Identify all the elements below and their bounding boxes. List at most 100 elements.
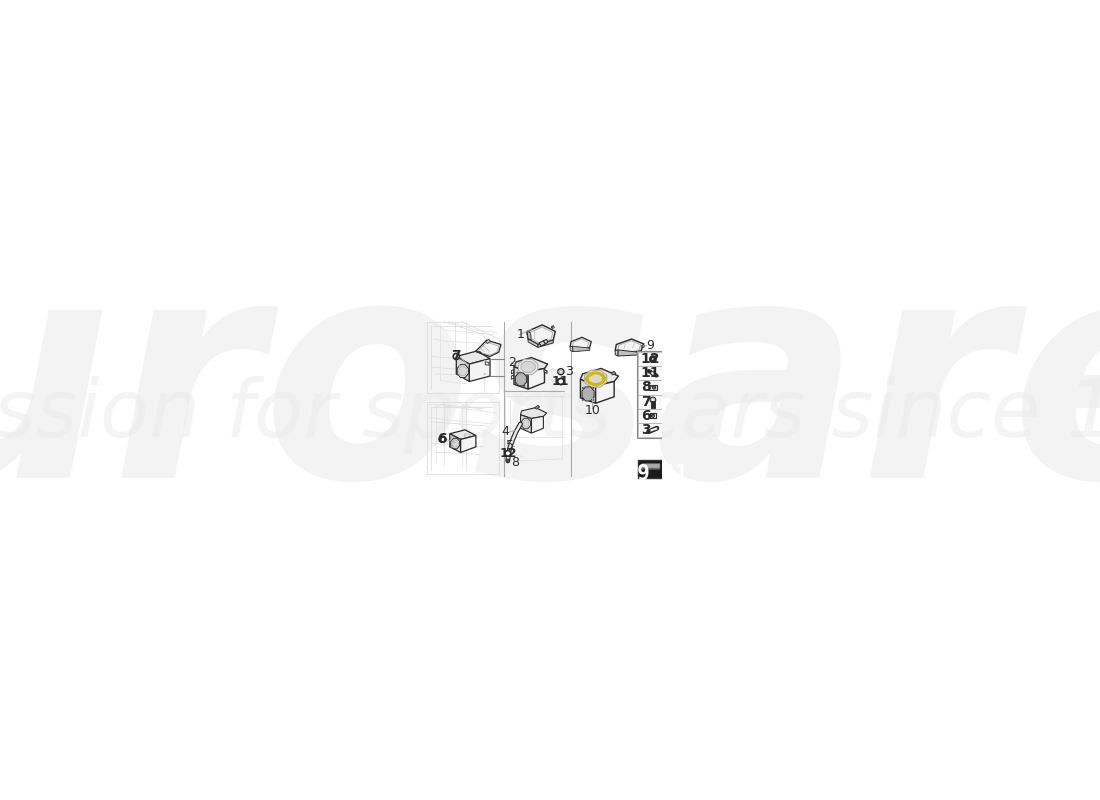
Polygon shape: [581, 379, 595, 403]
Circle shape: [582, 399, 583, 401]
Bar: [638, 366, 661, 381]
Circle shape: [651, 398, 654, 402]
Bar: [638, 381, 661, 394]
Circle shape: [484, 360, 485, 362]
Polygon shape: [572, 339, 588, 350]
Polygon shape: [538, 340, 553, 347]
Polygon shape: [618, 350, 641, 356]
Polygon shape: [544, 370, 547, 374]
Bar: [650, 385, 652, 386]
Polygon shape: [485, 362, 490, 365]
Polygon shape: [570, 346, 573, 352]
Polygon shape: [527, 331, 530, 335]
Polygon shape: [458, 365, 469, 378]
Polygon shape: [582, 387, 594, 401]
Circle shape: [468, 365, 469, 366]
Text: 12: 12: [499, 447, 517, 460]
Text: 8: 8: [640, 381, 650, 394]
Polygon shape: [573, 346, 590, 352]
Circle shape: [453, 354, 460, 359]
Polygon shape: [478, 342, 498, 355]
Polygon shape: [551, 326, 554, 329]
Polygon shape: [456, 351, 490, 364]
Polygon shape: [584, 370, 607, 387]
Circle shape: [551, 326, 553, 328]
Text: 12: 12: [640, 352, 660, 366]
Text: 8: 8: [512, 455, 519, 469]
Circle shape: [515, 382, 516, 384]
Circle shape: [650, 356, 656, 362]
Circle shape: [652, 415, 653, 417]
Circle shape: [537, 406, 538, 408]
Circle shape: [439, 436, 446, 442]
Polygon shape: [470, 358, 490, 382]
Bar: [649, 385, 657, 390]
Polygon shape: [584, 389, 593, 399]
Circle shape: [652, 386, 656, 389]
Polygon shape: [570, 338, 592, 351]
Text: eurosares: eurosares: [0, 245, 1100, 542]
Text: 3: 3: [640, 423, 650, 437]
Polygon shape: [514, 358, 548, 372]
Text: 809 01: 809 01: [612, 463, 688, 483]
Text: 3: 3: [565, 365, 573, 378]
Polygon shape: [459, 366, 466, 376]
Polygon shape: [581, 369, 618, 386]
Polygon shape: [514, 367, 528, 389]
Polygon shape: [528, 339, 538, 347]
Bar: [638, 394, 661, 409]
Circle shape: [650, 397, 656, 402]
Text: 7: 7: [640, 394, 650, 409]
Text: 2: 2: [508, 357, 516, 370]
Circle shape: [593, 387, 594, 389]
Polygon shape: [595, 382, 614, 403]
Text: 11: 11: [552, 375, 570, 388]
Polygon shape: [521, 362, 536, 372]
Polygon shape: [539, 341, 546, 346]
Bar: [637, 351, 662, 438]
Circle shape: [558, 369, 564, 374]
Text: 11: 11: [640, 366, 660, 380]
Polygon shape: [452, 440, 459, 447]
Polygon shape: [476, 351, 482, 353]
Polygon shape: [521, 418, 530, 429]
Circle shape: [651, 358, 654, 361]
Circle shape: [651, 414, 654, 418]
Bar: [638, 460, 661, 478]
Polygon shape: [476, 340, 501, 357]
Circle shape: [459, 366, 460, 367]
Polygon shape: [461, 435, 476, 453]
Text: 9: 9: [647, 339, 654, 352]
Circle shape: [653, 387, 654, 388]
Text: 4: 4: [502, 425, 509, 438]
Text: 6: 6: [438, 432, 447, 446]
Polygon shape: [641, 345, 645, 348]
Polygon shape: [512, 375, 514, 379]
Circle shape: [507, 460, 508, 462]
Circle shape: [544, 370, 547, 372]
Circle shape: [559, 380, 562, 383]
Polygon shape: [520, 415, 531, 433]
Circle shape: [613, 372, 615, 374]
Polygon shape: [535, 406, 540, 409]
Bar: [638, 352, 661, 366]
Text: 6: 6: [640, 409, 650, 422]
Circle shape: [559, 370, 562, 374]
Circle shape: [505, 450, 510, 456]
Polygon shape: [518, 359, 538, 374]
Circle shape: [517, 372, 518, 373]
Circle shape: [593, 399, 594, 401]
Circle shape: [558, 378, 564, 385]
Polygon shape: [528, 369, 544, 389]
Polygon shape: [530, 327, 553, 343]
Bar: [638, 409, 661, 423]
Polygon shape: [451, 438, 460, 449]
Circle shape: [649, 356, 657, 362]
Circle shape: [526, 374, 528, 376]
Polygon shape: [639, 466, 660, 470]
Circle shape: [506, 459, 509, 462]
Text: 10: 10: [584, 404, 601, 418]
Circle shape: [582, 387, 583, 389]
Bar: [638, 423, 661, 437]
Polygon shape: [486, 339, 491, 343]
